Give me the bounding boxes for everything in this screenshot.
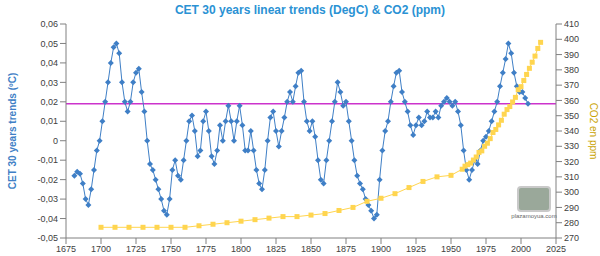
svg-text:410: 410 — [564, 19, 579, 29]
svg-text:290: 290 — [564, 203, 579, 213]
svg-text:0,03: 0,03 — [40, 78, 58, 88]
svg-text:360: 360 — [564, 96, 579, 106]
svg-text:380: 380 — [564, 65, 579, 75]
svg-text:280: 280 — [564, 218, 579, 228]
svg-text:1950: 1950 — [441, 244, 461, 254]
svg-text:320: 320 — [564, 157, 579, 167]
svg-text:0: 0 — [53, 136, 58, 146]
svg-text:1825: 1825 — [266, 244, 286, 254]
svg-text:340: 340 — [564, 126, 579, 136]
svg-text:1675: 1675 — [56, 244, 76, 254]
svg-text:CET 30 years trends (ºC): CET 30 years trends (ºC) — [8, 73, 18, 189]
svg-text:310: 310 — [564, 172, 579, 182]
svg-text:0,04: 0,04 — [40, 58, 58, 68]
svg-text:350: 350 — [564, 111, 579, 121]
svg-text:-0,04: -0,04 — [37, 214, 58, 224]
svg-text:-0,02: -0,02 — [37, 175, 58, 185]
svg-text:-0,01: -0,01 — [37, 155, 58, 165]
svg-text:2025: 2025 — [546, 244, 566, 254]
svg-text:0,06: 0,06 — [40, 19, 58, 29]
svg-text:CO2 en ppm: CO2 en ppm — [588, 103, 592, 160]
svg-text:0,02: 0,02 — [40, 97, 58, 107]
html-text:plazamoyua.com: plazamoyua.com — [511, 213, 557, 219]
svg-text:-0,03: -0,03 — [37, 194, 58, 204]
svg-text:1800: 1800 — [231, 244, 251, 254]
svg-text:330: 330 — [564, 141, 579, 151]
svg-text:1875: 1875 — [336, 244, 356, 254]
html-text:CET 30 years linear trends (De: CET 30 years linear trends (DegC) & CO2 … — [175, 3, 445, 17]
svg-text:270: 270 — [564, 233, 579, 243]
svg-text:0,01: 0,01 — [40, 116, 58, 126]
svg-text:-0,05: -0,05 — [37, 233, 58, 243]
svg-text:1900: 1900 — [371, 244, 391, 254]
svg-text:1975: 1975 — [476, 244, 496, 254]
svg-text:300: 300 — [564, 187, 579, 197]
svg-text:1775: 1775 — [196, 244, 216, 254]
svg-text:390: 390 — [564, 50, 579, 60]
svg-text:1725: 1725 — [126, 244, 146, 254]
svg-text:400: 400 — [564, 34, 579, 44]
svg-text:1700: 1700 — [91, 244, 111, 254]
svg-text:0,05: 0,05 — [40, 39, 58, 49]
svg-text:370: 370 — [564, 80, 579, 90]
svg-text:2000: 2000 — [511, 244, 531, 254]
svg-text:1750: 1750 — [161, 244, 181, 254]
svg-text:1850: 1850 — [301, 244, 321, 254]
svg-text:1925: 1925 — [406, 244, 426, 254]
